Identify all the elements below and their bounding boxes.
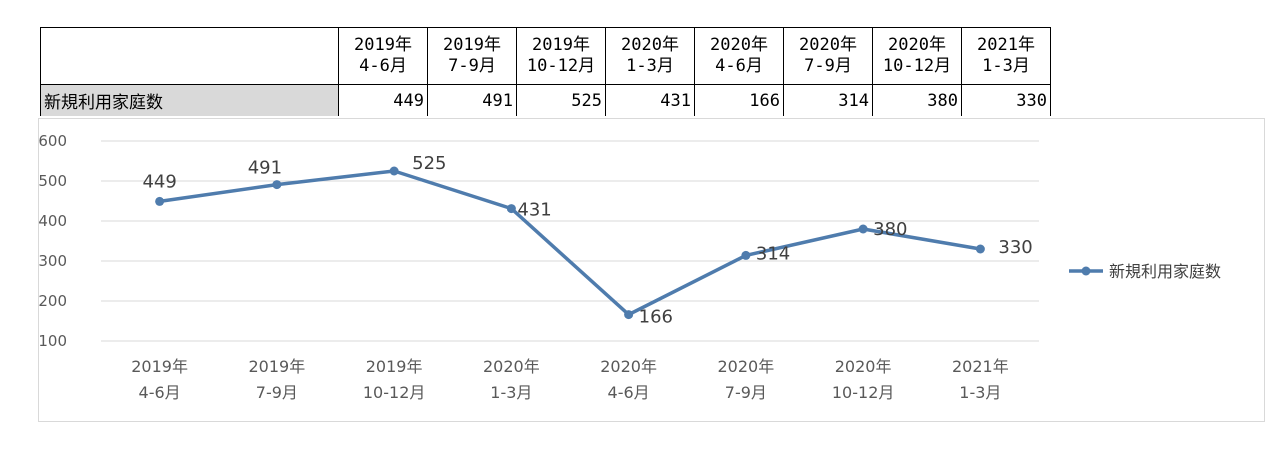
value-cell: 314 bbox=[783, 84, 873, 116]
y-tick-label: 400 bbox=[39, 212, 67, 230]
data-point bbox=[858, 224, 868, 234]
table-header-row: 2019年 4-6月 2019年 7-9月 2019年 10-12月 2020年 1-3… bbox=[40, 27, 1051, 85]
x-tick-label: 1-3月 bbox=[959, 383, 1001, 402]
value-cell: 380 bbox=[872, 84, 962, 116]
x-tick-label: 2020年 bbox=[835, 357, 892, 376]
x-tick-label: 7-9月 bbox=[256, 383, 298, 402]
column-header: 2019年 4-6月 bbox=[338, 27, 428, 85]
value-cell: 431 bbox=[605, 84, 695, 116]
data-point bbox=[741, 250, 751, 260]
value-cell: 166 bbox=[694, 84, 784, 116]
data-point bbox=[389, 166, 399, 176]
y-tick-label: 600 bbox=[39, 132, 67, 150]
data-label: 330 bbox=[998, 237, 1032, 258]
y-tick-label: 200 bbox=[39, 292, 67, 310]
x-tick-label: 2019年 bbox=[366, 357, 423, 376]
x-tick-label: 1-3月 bbox=[490, 383, 532, 402]
value-cell: 449 bbox=[338, 84, 428, 116]
x-tick-label: 2020年 bbox=[483, 357, 540, 376]
y-tick-label: 500 bbox=[39, 172, 67, 190]
data-point bbox=[272, 180, 282, 190]
x-tick-label: 4-6月 bbox=[139, 383, 181, 402]
value-cell: 491 bbox=[427, 84, 517, 116]
x-tick-label: 4-6月 bbox=[608, 383, 650, 402]
table-value-row: 新規利用家庭数 449 491 525 431 166 314 380 330 bbox=[40, 84, 1051, 116]
data-point bbox=[975, 244, 985, 254]
data-table: 2019年 4-6月 2019年 7-9月 2019年 10-12月 2020年 1-3… bbox=[40, 27, 1051, 116]
data-label: 314 bbox=[756, 243, 790, 264]
data-label: 491 bbox=[248, 158, 282, 179]
x-tick-label: 2020年 bbox=[718, 357, 775, 376]
y-tick-label: 100 bbox=[39, 332, 67, 350]
data-point bbox=[506, 204, 516, 214]
value-cell: 330 bbox=[961, 84, 1051, 116]
column-header: 2020年 7-9月 bbox=[783, 27, 873, 85]
x-tick-label: 2019年 bbox=[131, 357, 188, 376]
value-cell: 525 bbox=[516, 84, 606, 116]
column-header: 2019年 10-12月 bbox=[516, 27, 606, 85]
data-label: 380 bbox=[873, 219, 907, 240]
data-label: 166 bbox=[639, 307, 673, 328]
x-tick-label: 7-9月 bbox=[725, 383, 767, 402]
column-header: 2020年 4-6月 bbox=[694, 27, 784, 85]
x-tick-label: 2019年 bbox=[249, 357, 306, 376]
line-chart: 100 200 300 400 500 600 2019年 4-6月 2019年 7-9月 2019… bbox=[39, 132, 1221, 402]
column-header: 2020年 1-3月 bbox=[605, 27, 695, 85]
column-header: 2020年 10-12月 bbox=[872, 27, 962, 85]
row-label: 新規利用家庭数 bbox=[40, 84, 339, 116]
chart-area: 100 200 300 400 500 600 2019年 4-6月 2019年 7-9月 2019… bbox=[38, 118, 1265, 422]
x-tick-label: 2020年 bbox=[600, 357, 657, 376]
data-label: 449 bbox=[142, 171, 176, 192]
y-tick-label: 300 bbox=[39, 252, 67, 270]
legend-label: 新規利用家庭数 bbox=[1109, 262, 1221, 281]
x-tick-label: 10-12月 bbox=[832, 383, 895, 402]
data-point bbox=[155, 196, 165, 206]
x-tick-label: 10-12月 bbox=[363, 383, 426, 402]
data-label: 431 bbox=[517, 200, 551, 221]
table-corner-cell bbox=[40, 27, 339, 85]
column-header: 2019年 7-9月 bbox=[427, 27, 517, 85]
data-label: 525 bbox=[412, 153, 446, 174]
data-point bbox=[624, 310, 634, 320]
series-line bbox=[159, 169, 981, 317]
column-header: 2021年 1-3月 bbox=[961, 27, 1051, 85]
legend-marker bbox=[1081, 266, 1091, 276]
x-tick-label: 2021年 bbox=[952, 357, 1009, 376]
